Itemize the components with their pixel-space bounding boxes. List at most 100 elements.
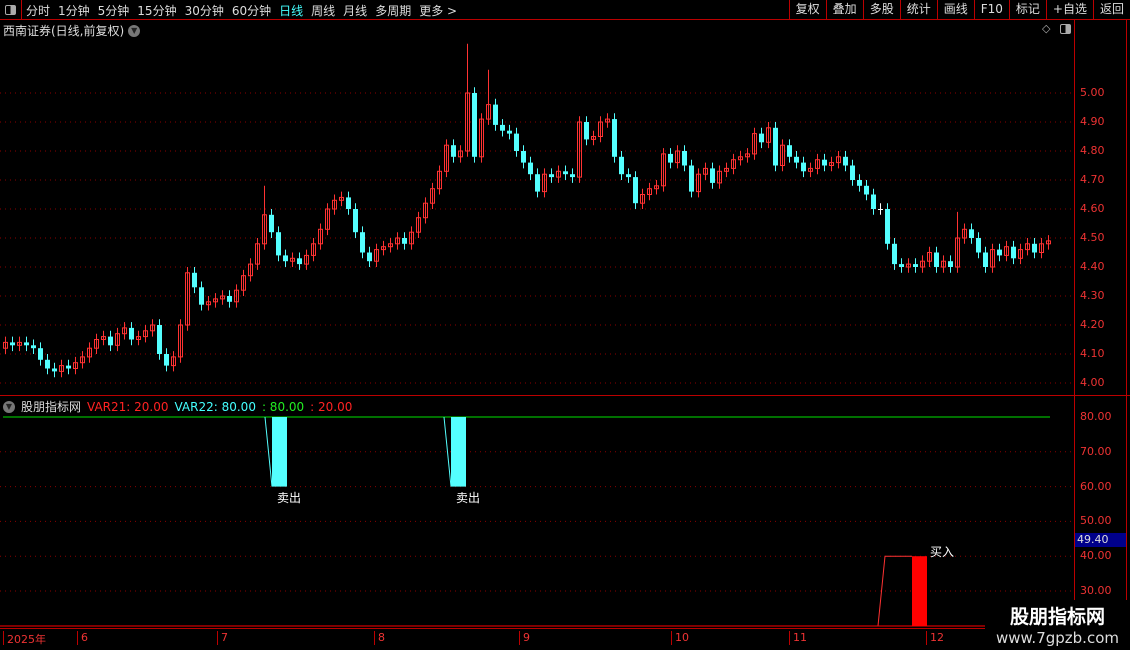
chevron-down-icon[interactable]: ▼	[3, 400, 15, 413]
candle-body	[451, 145, 456, 157]
candle-body	[311, 243, 316, 256]
candle-body	[521, 151, 526, 163]
price-tick: 4.60	[1080, 202, 1105, 215]
candle-body	[192, 272, 197, 288]
candle-body	[199, 287, 204, 305]
candle-body	[885, 209, 890, 244]
toolbar-button[interactable]: 画线	[936, 0, 974, 20]
candle-body	[871, 194, 876, 209]
candle-body	[696, 173, 701, 193]
period-tab[interactable]: 多周期	[375, 4, 412, 18]
candle-body	[423, 202, 428, 219]
price-tick: 4.40	[1080, 260, 1105, 273]
candle-body	[577, 121, 582, 178]
toolbar-button[interactable]: 叠加	[825, 0, 863, 20]
date-label: 12	[926, 631, 944, 645]
date-label: 7	[217, 631, 228, 645]
candle-body	[479, 118, 484, 158]
period-tab[interactable]: 日线	[279, 4, 304, 18]
var21-value: VAR21: 20.00	[87, 399, 169, 414]
period-tab[interactable]: 5分钟	[97, 4, 130, 18]
candle-body	[325, 208, 330, 230]
price-tick: 4.70	[1080, 173, 1105, 186]
candle-body	[283, 255, 288, 262]
candle-body	[969, 229, 974, 238]
indicator-tick: 80.00	[1080, 410, 1112, 423]
candle-body	[402, 238, 407, 244]
candle-body	[10, 342, 15, 346]
stock-title: 西南证券(日线,前复权)	[3, 24, 125, 38]
sell-bar	[272, 417, 287, 487]
period-tab[interactable]: 60分钟	[231, 4, 272, 18]
panel-toggle-icon[interactable]	[0, 0, 22, 20]
toolbar-button[interactable]: 统计	[899, 0, 937, 20]
period-tab[interactable]: 周线	[311, 4, 336, 18]
candle-body	[682, 151, 687, 166]
candle-body	[633, 177, 638, 204]
candle-body	[787, 145, 792, 157]
period-tab[interactable]: 更多 >	[419, 4, 458, 18]
layout-toggle-icon[interactable]	[1060, 24, 1071, 34]
candle-body	[381, 246, 386, 251]
indicator-tick: 50.00	[1080, 514, 1112, 528]
candle-body	[731, 159, 736, 169]
indicator-legend: ▼ 股朋指标网 VAR21: 20.00 VAR22: 80.00 : 80.0…	[3, 398, 352, 415]
value-3: : 80.00	[261, 399, 305, 414]
watermark: 股朋指标网 www.7gpzb.com	[985, 600, 1130, 650]
candle-body	[367, 252, 372, 262]
toolbar-button[interactable]: +自选	[1045, 0, 1093, 20]
sell-line	[443, 416, 452, 487]
price-tick: 4.50	[1080, 231, 1105, 244]
candle-body	[549, 174, 554, 178]
candle-body	[395, 237, 400, 245]
candle-body	[745, 153, 750, 158]
candle-body	[241, 275, 246, 291]
candle-body	[857, 180, 862, 186]
date-label: 11	[789, 631, 807, 645]
candle-body	[262, 214, 267, 245]
candle-body	[829, 162, 834, 167]
candle-body	[157, 325, 162, 354]
diamond-icon[interactable]: ◇	[1042, 22, 1051, 35]
top-toolbar: 分时 1分钟 5分钟 15分钟 30分钟 60分钟 日线 周线 月线 多周期 更多 > 复权 叠加 多股…	[0, 0, 1130, 20]
candle-body	[542, 173, 547, 193]
candle-body	[773, 127, 778, 166]
candle-body	[129, 327, 134, 340]
sell-bar	[451, 417, 466, 487]
toolbar-button[interactable]: 标记	[1008, 0, 1046, 20]
candle-body	[934, 252, 939, 267]
candle-body	[87, 347, 92, 358]
chevron-down-icon[interactable]: ▼	[128, 24, 141, 37]
candle-body	[45, 359, 50, 369]
toolbar-button[interactable]: 复权	[788, 0, 826, 20]
candle-body	[822, 159, 827, 166]
candle-body	[472, 93, 477, 157]
candle-body	[598, 121, 603, 137]
candle-body	[892, 243, 897, 265]
toolbar-button[interactable]: F10	[973, 0, 1009, 20]
candle-body	[185, 272, 190, 326]
candle-body	[962, 228, 967, 239]
period-tab[interactable]: 30分钟	[184, 4, 224, 18]
candle-body	[1032, 243, 1037, 253]
period-tab[interactable]: 月线	[343, 4, 368, 18]
toolbar-button[interactable]: 多股	[862, 0, 900, 20]
period-tab[interactable]: 1分钟	[58, 4, 90, 18]
date-label: 2025年	[3, 631, 46, 646]
date-axis-divider	[0, 628, 1130, 629]
period-tab[interactable]: 分时	[26, 4, 51, 18]
price-tick: 4.80	[1080, 144, 1105, 157]
period-tab[interactable]: 15分钟	[137, 4, 177, 18]
candle-body	[619, 156, 624, 175]
date-label: 8	[374, 631, 385, 645]
candle-body	[724, 167, 729, 172]
candle-body	[486, 104, 491, 120]
candle-body	[584, 122, 589, 140]
candle-body	[626, 174, 631, 178]
panel-divider	[0, 395, 1130, 396]
watermark-url: www.7gpzb.com	[996, 629, 1119, 647]
candle-body	[535, 174, 540, 192]
toolbar-button[interactable]: 返回	[1092, 0, 1130, 20]
sell-signal-label: 卖出	[277, 491, 302, 505]
